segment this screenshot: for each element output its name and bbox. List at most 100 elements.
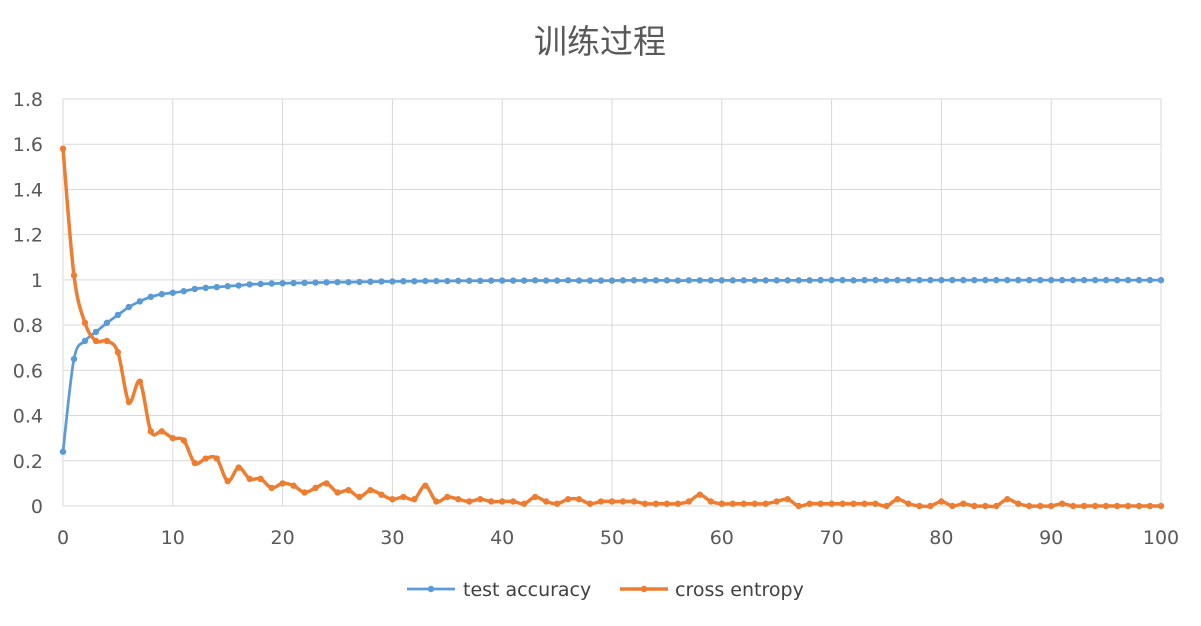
test-accuracy-point (927, 276, 934, 284)
cross-entropy-point (586, 500, 594, 507)
test-accuracy-point (1102, 276, 1110, 284)
test-accuracy-point (740, 277, 747, 284)
test-accuracy-point (367, 278, 374, 285)
test-accuracy-point (466, 277, 473, 284)
test-accuracy-point (817, 276, 824, 284)
cross-entropy-point (257, 475, 264, 483)
test-accuracy-point (1026, 276, 1033, 284)
cross-entropy-point (114, 349, 122, 356)
cross-entropy-point (224, 477, 231, 485)
test-accuracy-point (257, 280, 264, 288)
cross-entropy-point (564, 496, 572, 503)
cross-entropy-point (1135, 502, 1143, 510)
cross-entropy-point (147, 428, 155, 435)
cross-entropy-point (872, 500, 879, 507)
cross-entropy-point (751, 500, 758, 507)
cross-entropy-point (960, 500, 967, 507)
test-accuracy-point (751, 277, 758, 284)
cross-entropy-point (784, 496, 791, 503)
test-accuracy-point (597, 277, 605, 284)
test-accuracy-point (806, 277, 813, 284)
cross-entropy-point (1037, 502, 1044, 510)
cross-entropy-point (630, 498, 638, 505)
x-tick-label: 80 (929, 527, 953, 549)
test-accuracy-point (158, 290, 166, 298)
test-accuracy-point (1146, 276, 1154, 284)
test-accuracy-point (1113, 276, 1121, 284)
cross-entropy-point (323, 480, 330, 487)
test-accuracy-point (59, 448, 67, 455)
test-accuracy-point (334, 278, 341, 286)
test-accuracy-point (586, 277, 594, 284)
cross-entropy-point (169, 434, 176, 442)
cross-entropy-point (1004, 496, 1011, 503)
cross-entropy-point (828, 500, 835, 507)
cross-entropy-point (411, 496, 418, 503)
test-accuracy-point (861, 276, 868, 284)
series-lines (59, 145, 1165, 510)
test-accuracy-point (608, 277, 616, 284)
cross-entropy-point (531, 493, 539, 501)
cross-entropy-point (861, 500, 868, 507)
x-tick-label: 0 (57, 527, 69, 549)
cross-entropy-point (927, 502, 934, 510)
test-accuracy-point (499, 277, 506, 284)
cross-entropy-point (466, 498, 473, 505)
cross-entropy-point (1015, 500, 1022, 507)
test-accuracy-point (103, 319, 111, 327)
test-accuracy-point (531, 277, 539, 284)
legend-label: test accuracy (463, 579, 591, 601)
cross-entropy-point (663, 500, 671, 507)
x-tick-label: 50 (600, 527, 624, 549)
x-tick-label: 70 (820, 527, 844, 549)
cross-entropy-point (894, 496, 901, 503)
test-accuracy-point (191, 285, 198, 293)
series-cross-entropy (59, 145, 1165, 510)
y-tick-label: 1 (31, 270, 43, 292)
test-accuracy-point (323, 279, 330, 286)
test-accuracy-point (213, 283, 220, 291)
cross-entropy-point (312, 484, 319, 492)
test-accuracy-point (916, 276, 923, 284)
test-accuracy-point (828, 276, 835, 284)
test-accuracy-point (729, 277, 736, 284)
test-accuracy-point (444, 277, 451, 285)
cross-entropy-point (850, 500, 857, 507)
test-accuracy-point (1069, 276, 1077, 284)
x-tick-label: 100 (1143, 527, 1179, 549)
cross-entropy-point (674, 500, 682, 507)
cross-entropy-point (1146, 502, 1154, 510)
cross-entropy-point (982, 502, 989, 510)
cross-entropy-point (542, 498, 550, 505)
test-accuracy-point (883, 277, 890, 284)
cross-entropy-point (356, 493, 363, 501)
cross-entropy-point (367, 486, 374, 494)
cross-entropy-point (444, 493, 451, 501)
test-accuracy-point (575, 277, 583, 284)
test-accuracy-point (147, 293, 155, 301)
legend-swatch-marker (427, 585, 435, 593)
test-accuracy-point (70, 355, 78, 363)
test-accuracy-point (630, 277, 638, 284)
test-accuracy-point (312, 279, 319, 286)
y-tick-label: 1.2 (13, 225, 43, 247)
test-accuracy-point (125, 303, 133, 311)
test-accuracy-point (960, 276, 967, 284)
y-axis-tick-labels: 0 0.2 0.4 0.6 0.8 1 1.2 1.4 1.6 1.8 (13, 89, 43, 518)
test-accuracy-point (707, 277, 715, 284)
cross-entropy-point (136, 378, 144, 385)
cross-entropy-point (433, 498, 440, 505)
test-accuracy-point (718, 277, 725, 284)
cross-entropy-point (905, 500, 912, 507)
test-accuracy-point (378, 278, 385, 285)
test-accuracy-point (696, 277, 704, 284)
cross-entropy-point (718, 500, 725, 507)
cross-entropy-point (389, 496, 396, 503)
cross-entropy-point (1124, 502, 1132, 510)
test-accuracy-point (279, 280, 286, 287)
cross-entropy-point (81, 319, 89, 327)
y-tick-label: 0 (31, 496, 43, 518)
test-accuracy-point (520, 277, 528, 284)
cross-entropy-point (400, 493, 407, 501)
